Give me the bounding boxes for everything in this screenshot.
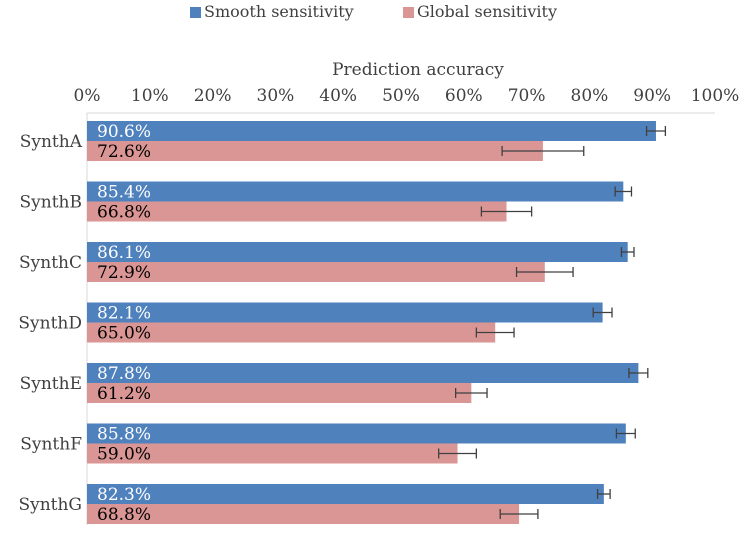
bar <box>87 423 626 444</box>
x-tick-label: 0% <box>74 86 101 106</box>
data-label: 85.8% <box>97 425 151 445</box>
y-axis-labels: SynthA SynthB SynthC SynthD SynthE SynthF Synt… <box>18 132 82 515</box>
x-axis-title: Prediction accuracy <box>332 60 504 80</box>
data-label: 82.1% <box>97 304 151 324</box>
bar <box>87 302 603 323</box>
y-category-label: SynthD <box>18 314 82 334</box>
legend-swatch-global <box>403 7 414 18</box>
data-label: 59.0% <box>97 445 151 465</box>
x-tick-label: 50% <box>382 86 420 106</box>
bar <box>87 383 472 403</box>
data-label: 90.6% <box>97 122 151 142</box>
bar <box>87 363 639 383</box>
bar <box>87 242 628 262</box>
legend-label-smooth: Smooth sensitivity <box>204 2 354 21</box>
x-axis-ticks: 0% 10% 20% 30% 40% 50% 60% 70% 80% 90% 100% <box>74 86 740 106</box>
data-label: 72.9% <box>97 263 151 283</box>
y-category-label: SynthG <box>18 495 82 515</box>
legend-swatch-smooth <box>190 7 201 18</box>
x-tick-label: 20% <box>194 86 232 106</box>
bar <box>87 201 507 222</box>
bars-layer <box>87 121 656 524</box>
data-label: 86.1% <box>97 243 151 263</box>
bar <box>87 443 458 464</box>
data-label: 68.8% <box>97 505 151 525</box>
x-tick-label: 70% <box>508 86 546 106</box>
bar <box>87 504 520 524</box>
legend-label-global: Global sensitivity <box>417 2 557 21</box>
data-label: 72.6% <box>97 142 151 162</box>
x-tick-label: 30% <box>257 86 295 106</box>
bar <box>87 262 545 282</box>
x-tick-label: 90% <box>633 86 671 106</box>
data-label: 65.0% <box>97 324 151 344</box>
x-tick-label: 60% <box>445 86 483 106</box>
y-category-label: SynthC <box>19 253 82 273</box>
data-label: 61.2% <box>97 384 151 404</box>
bar <box>87 121 656 141</box>
x-tick-label: 10% <box>131 86 169 106</box>
data-label: 85.4% <box>97 183 151 203</box>
bar <box>87 484 604 504</box>
data-label: 66.8% <box>97 203 151 223</box>
x-tick-label: 100% <box>691 86 740 106</box>
x-tick-label: 40% <box>319 86 357 106</box>
bar <box>87 181 624 202</box>
bar <box>87 322 496 343</box>
legend: Smooth sensitivity Global sensitivity <box>190 2 557 21</box>
error-bars-layer <box>438 126 667 519</box>
value-labels-layer: 90.6%72.6% 85.4%66.8% 86.1%72.9% 82.1%65.0%… <box>97 122 151 525</box>
x-tick-label: 80% <box>571 86 609 106</box>
data-label: 82.3% <box>97 485 151 505</box>
y-category-label: SynthB <box>20 193 82 213</box>
bar <box>87 141 543 161</box>
y-category-label: SynthF <box>20 435 82 455</box>
y-category-label: SynthA <box>20 132 83 152</box>
y-category-label: SynthE <box>20 374 82 394</box>
data-label: 87.8% <box>97 364 151 384</box>
